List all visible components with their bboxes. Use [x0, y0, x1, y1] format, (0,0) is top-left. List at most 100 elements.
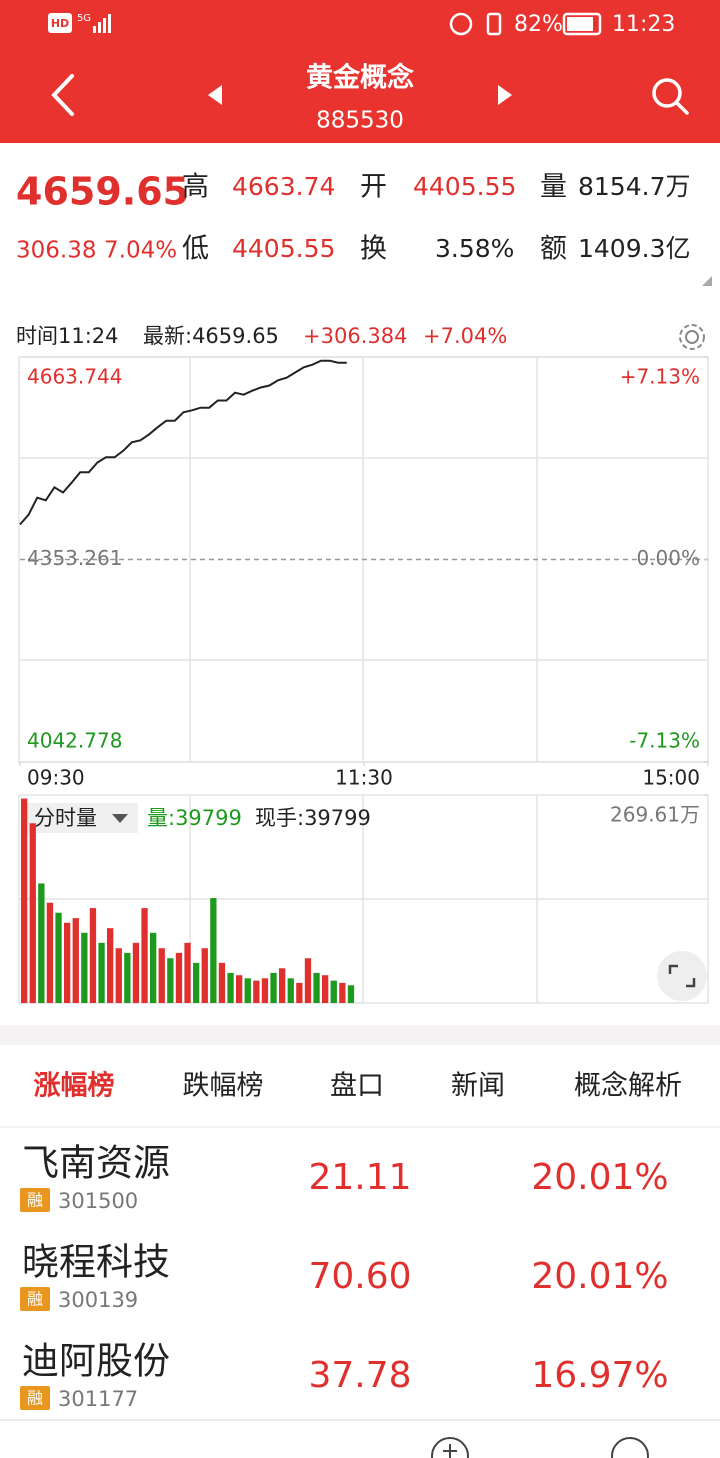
- stock-code: 301500: [58, 1189, 138, 1213]
- field-label: 额: [540, 234, 567, 265]
- volume-bar: [287, 978, 294, 1003]
- stock-name: 飞南资源: [22, 1142, 170, 1185]
- volume-bar: [98, 942, 105, 1003]
- volume-label: 分时量: [34, 806, 97, 830]
- clock: 11:23: [612, 12, 675, 37]
- tab[interactable]: 概念解析: [574, 1071, 682, 1102]
- x-tick-label: 11:30: [335, 766, 393, 790]
- field-value: 1409.3亿: [578, 234, 690, 263]
- stock-name: 迪阿股份: [22, 1340, 170, 1383]
- volume-bar: [279, 968, 286, 1003]
- volume-bar: [236, 975, 243, 1003]
- field-value: 4663.74: [232, 172, 335, 201]
- corner-mark: [702, 276, 712, 286]
- current-hand: 现手:39799: [255, 806, 371, 830]
- volume-bar: [184, 942, 191, 1003]
- tag-text: 融: [27, 1191, 43, 1210]
- prev-button[interactable]: [208, 85, 222, 105]
- change-pct: 7.04%: [104, 238, 177, 264]
- settings-button[interactable]: [679, 324, 705, 350]
- separator: [0, 1025, 720, 1045]
- info-change-pct: +7.04%: [423, 324, 507, 348]
- stock-code: 300139: [58, 1288, 138, 1312]
- tag-badge: [20, 1188, 50, 1212]
- volume-bar: [158, 948, 165, 1003]
- field-label: 量: [540, 172, 567, 203]
- battery-pct: 82%: [514, 12, 563, 37]
- volume-bar: [72, 918, 79, 1003]
- y-tick-label: 4042.778: [27, 729, 122, 753]
- field-label: 开: [360, 172, 387, 203]
- back-button[interactable]: [51, 74, 74, 116]
- tab[interactable]: 新闻: [451, 1071, 505, 1102]
- field-value: 3.58%: [435, 234, 514, 263]
- volume-bar: [124, 952, 131, 1003]
- volume-bar: [218, 962, 226, 1003]
- volume-bar: [132, 942, 140, 1003]
- fullscreen-icon: [668, 964, 696, 988]
- hd-text: HD: [51, 17, 69, 30]
- stock-code: 301177: [58, 1387, 138, 1411]
- field-value: 4405.55: [413, 172, 516, 201]
- volume-bar: [347, 985, 355, 1003]
- volume-bar: [55, 912, 62, 1003]
- volume-bar: [201, 948, 208, 1003]
- stock-price: 70.60: [308, 1256, 411, 1297]
- volume-bar: [313, 972, 320, 1003]
- y2-tick-label: 0.00%: [636, 546, 700, 570]
- volume-value: 量:39799: [147, 806, 242, 830]
- volume-bar: [261, 978, 269, 1003]
- header-title: 黄金概念: [306, 62, 414, 94]
- volume-bar: [193, 962, 200, 1003]
- volume-bar: [244, 978, 251, 1003]
- volume-bar: [64, 922, 71, 1003]
- tab[interactable]: 盘口: [330, 1071, 384, 1102]
- volume-bar: [21, 798, 28, 1003]
- fullscreen-button[interactable]: [657, 951, 707, 1001]
- price-line: [19, 359, 347, 526]
- volume-bar: [322, 975, 329, 1003]
- volume-bar: [150, 932, 157, 1003]
- info-change: +306.384: [303, 324, 407, 348]
- volume-bar: [210, 898, 217, 1003]
- volume-bar: [296, 982, 303, 1003]
- signal: [93, 14, 111, 33]
- tab[interactable]: 涨幅榜: [34, 1070, 115, 1102]
- volume-bar: [304, 958, 312, 1003]
- vibrate-icon: [486, 12, 502, 36]
- volume-bar: [107, 928, 114, 1003]
- y-tick-label: 4663.744: [27, 365, 122, 389]
- tag-badge: [20, 1386, 50, 1410]
- field-value: 4405.55: [232, 234, 335, 263]
- info-time: 时间11:24: [16, 324, 119, 348]
- y-tick-label: 269.61万: [610, 803, 700, 827]
- stock-change: 20.01%: [531, 1157, 668, 1198]
- tab[interactable]: 跌幅榜: [183, 1071, 264, 1102]
- volume-bar: [339, 982, 346, 1003]
- chart-frame: [18, 356, 709, 1004]
- next-button[interactable]: [498, 85, 512, 105]
- volume-bar: [270, 972, 277, 1003]
- header-code: 885530: [316, 108, 404, 134]
- field-label: 换: [360, 234, 387, 265]
- volume-bar: [29, 823, 36, 1003]
- volume-bar: [141, 908, 148, 1003]
- network: 5G: [77, 13, 91, 24]
- volume-bar: [175, 952, 183, 1003]
- volume-bar: [38, 883, 45, 1003]
- search-button[interactable]: [652, 78, 689, 115]
- volume-bar: [167, 958, 174, 1003]
- field-label: 低: [182, 234, 209, 265]
- stock-change: 20.01%: [531, 1256, 668, 1297]
- x-tick-label: 09:30: [27, 766, 85, 790]
- alarm-icon: [449, 12, 473, 36]
- stock-name: 晓程科技: [22, 1241, 170, 1284]
- battery-icon: [562, 12, 602, 36]
- volume-bar: [115, 948, 122, 1003]
- stock-change: 16.97%: [531, 1355, 668, 1396]
- bottom-icons: [431, 1437, 649, 1458]
- volume-bar: [81, 932, 88, 1003]
- change: 306.38: [16, 238, 96, 264]
- price: 4659.65: [16, 170, 189, 214]
